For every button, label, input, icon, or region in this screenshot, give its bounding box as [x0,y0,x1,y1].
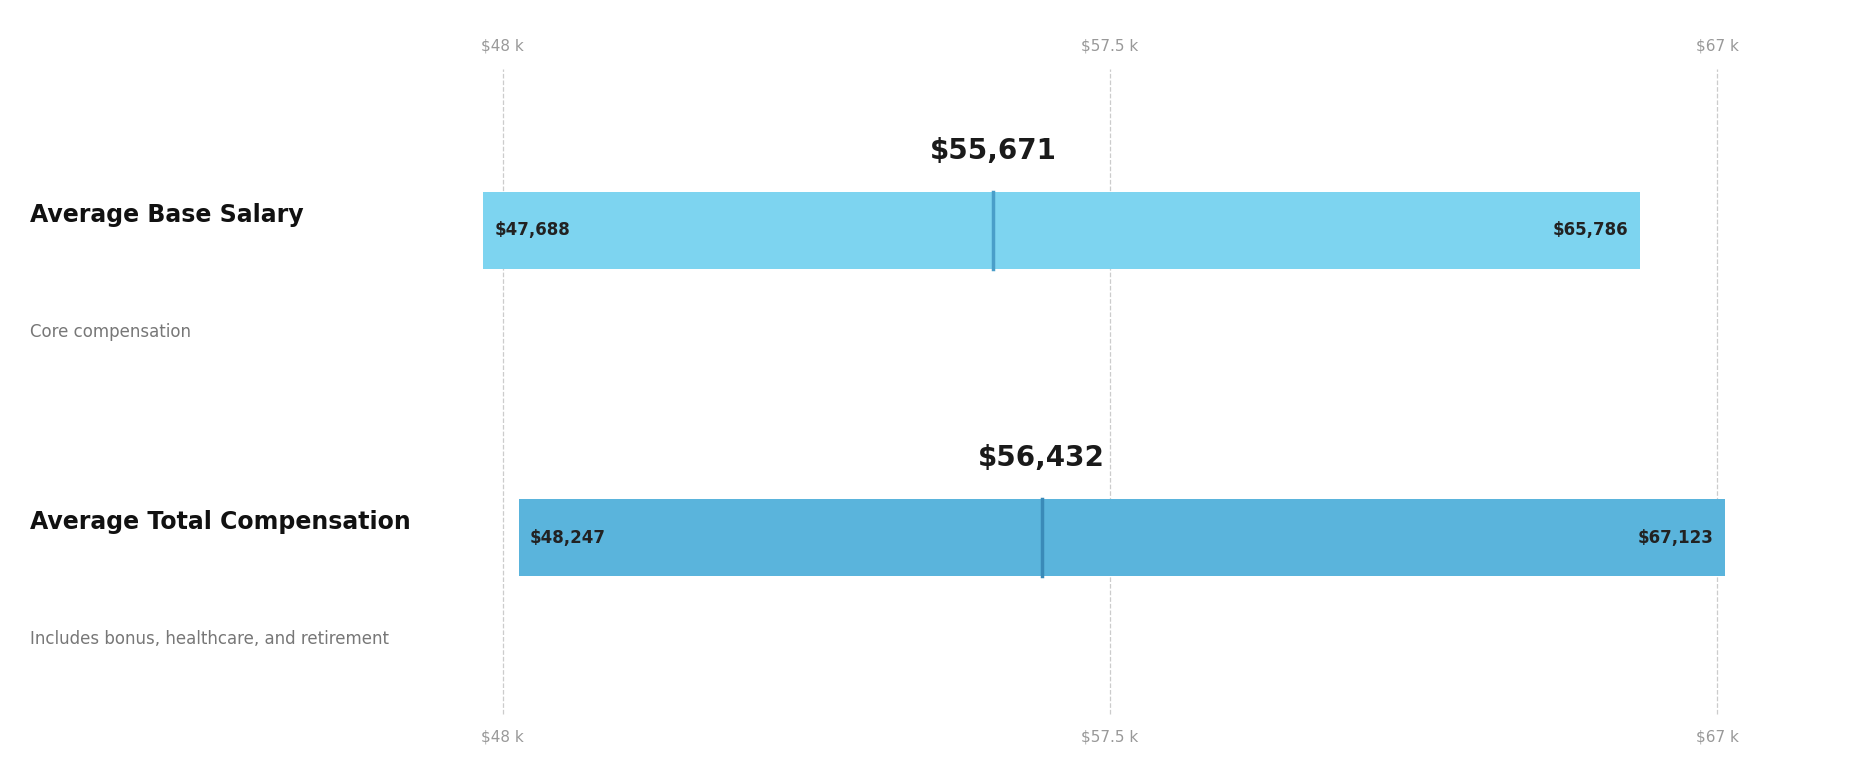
Text: $67 k: $67 k [1696,730,1739,745]
Text: $47,688: $47,688 [494,221,570,240]
Text: Average Total Compensation: Average Total Compensation [30,510,411,535]
Bar [518,499,1724,576]
Text: $48 k: $48 k [481,38,524,54]
Text: $65,786: $65,786 [1552,221,1628,240]
Bar [483,192,1639,269]
Text: $48 k: $48 k [481,730,524,745]
Text: $67,123: $67,123 [1637,528,1713,547]
Text: Includes bonus, healthcare, and retirement: Includes bonus, healthcare, and retireme… [30,630,389,647]
Text: Core compensation: Core compensation [30,323,191,340]
Text: $67 k: $67 k [1696,38,1739,54]
Text: $55,671: $55,671 [931,137,1056,165]
Text: Average Base Salary: Average Base Salary [30,203,303,227]
Text: $56,432: $56,432 [979,445,1104,472]
Text: $57.5 k: $57.5 k [1082,38,1138,54]
Text: $48,247: $48,247 [529,528,607,547]
Text: $57.5 k: $57.5 k [1082,730,1138,745]
